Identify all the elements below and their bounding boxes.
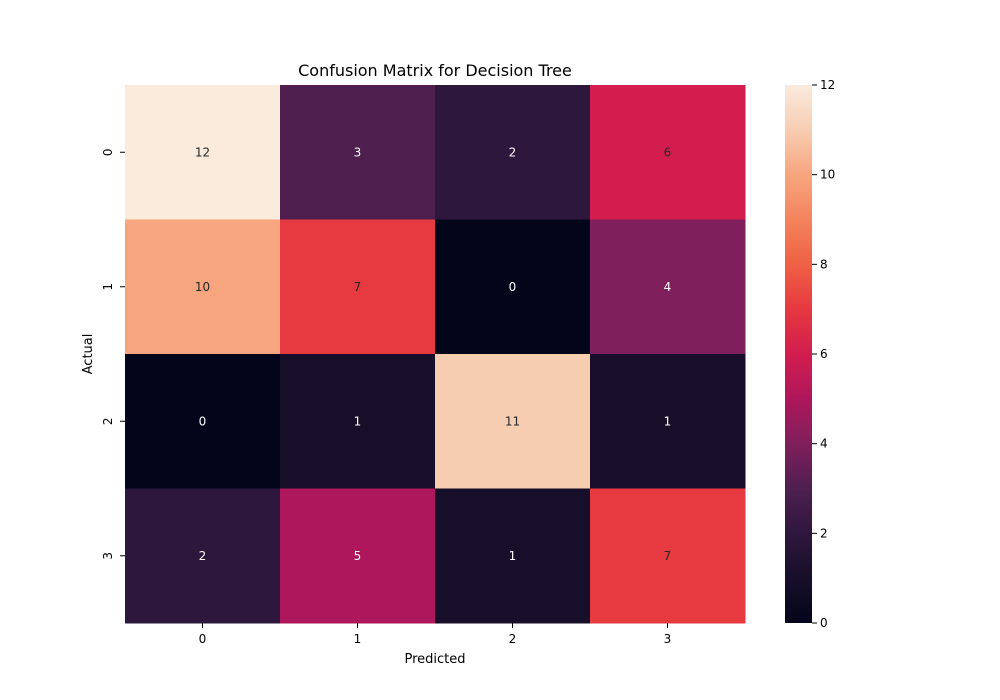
cell-value-label: 6 — [664, 145, 672, 159]
y-axis-ticks: 0 1 2 3 — [101, 148, 125, 560]
heatmap-cell — [435, 219, 591, 355]
colorbar-tick-label: 2 — [820, 526, 828, 540]
x-tick-label: 3 — [664, 632, 672, 646]
heatmap-cell — [280, 219, 436, 355]
y-tick-label: 1 — [101, 283, 115, 291]
cell-value-label: 10 — [195, 280, 210, 294]
cell-value-label: 1 — [664, 414, 672, 428]
colorbar-tick-label: 10 — [820, 168, 835, 182]
y-tick-label: 0 — [101, 148, 115, 156]
colorbar-tick-label: 6 — [820, 347, 828, 361]
heatmap-cell — [435, 354, 591, 489]
cell-value-label: 0 — [509, 280, 517, 294]
cell-value-label: 2 — [199, 549, 207, 563]
cell-value-label: 0 — [199, 414, 207, 428]
heatmap-cell — [125, 354, 281, 489]
cell-value-label: 5 — [354, 549, 362, 563]
colorbar-tick-label: 8 — [820, 257, 828, 271]
heatmap-cell — [280, 354, 436, 489]
cell-value-label: 12 — [195, 145, 210, 159]
x-axis-ticks: 0 1 2 3 — [199, 623, 672, 646]
cell-value-label: 1 — [354, 414, 362, 428]
cell-value-label: 1 — [509, 549, 517, 563]
heatmap-cell — [280, 85, 436, 220]
y-tick-label: 3 — [101, 552, 115, 560]
cell-value-label: 7 — [354, 280, 362, 294]
heatmap-cell — [590, 219, 746, 355]
cell-value-label: 3 — [354, 145, 362, 159]
colorbar-ticks: 0 2 4 6 8 10 12 — [812, 78, 835, 630]
colorbar-tick-label: 12 — [820, 78, 835, 92]
y-axis-label: Actual — [81, 334, 96, 375]
colorbar-tick-label: 0 — [820, 616, 828, 630]
cell-value-label: 7 — [664, 549, 672, 563]
x-tick-label: 0 — [199, 632, 207, 646]
x-tick-label: 2 — [509, 632, 517, 646]
heatmap-cells: 12 3 2 610 7 0 40 1 11 12 5 1 7 — [125, 85, 746, 624]
x-axis-label: Predicted — [404, 652, 465, 667]
heatmap-cell — [125, 219, 281, 355]
heatmap-cell — [590, 488, 746, 624]
y-tick-label: 2 — [101, 417, 115, 425]
x-tick-label: 1 — [354, 632, 362, 646]
heatmap-cell — [435, 488, 591, 624]
heatmap-cell — [280, 488, 436, 624]
colorbar — [785, 85, 812, 623]
cell-value-label: 11 — [505, 414, 520, 428]
heatmap-cell — [125, 85, 281, 220]
heatmap-cell — [435, 85, 591, 220]
heatmap-cell — [590, 85, 746, 220]
heatmap-cell — [125, 488, 281, 624]
cell-value-label: 2 — [509, 145, 517, 159]
chart-title: Confusion Matrix for Decision Tree — [298, 61, 572, 80]
colorbar-tick-label: 4 — [820, 437, 828, 451]
cell-value-label: 4 — [664, 280, 672, 294]
heatmap-cell — [590, 354, 746, 489]
